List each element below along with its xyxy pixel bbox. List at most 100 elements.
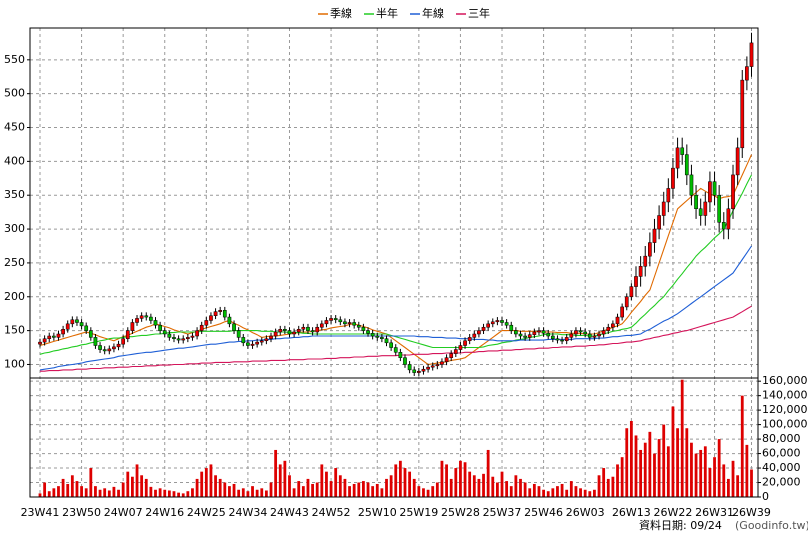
candle-body — [333, 318, 338, 321]
volume-bar — [403, 468, 407, 497]
volume-bar — [84, 488, 88, 497]
candle-body — [38, 341, 42, 345]
volume-bar — [717, 439, 721, 497]
candle-body — [652, 228, 657, 243]
candle-body — [403, 357, 407, 365]
volume-bar — [625, 428, 629, 497]
volume-bar — [491, 476, 495, 497]
x-tick-label: 26W39 — [732, 506, 771, 519]
x-tick-label: 23W41 — [21, 506, 60, 519]
volume-bar — [52, 488, 56, 497]
candle-body — [384, 338, 389, 344]
candle-body — [125, 330, 130, 339]
candle-body — [250, 343, 255, 346]
y-tick-label: 250 — [4, 256, 25, 269]
candle-body — [601, 330, 606, 335]
volume-bar — [66, 483, 70, 497]
volume-bar — [740, 395, 744, 497]
volume-bar — [449, 478, 453, 497]
x-tick-label: 24W25 — [187, 506, 226, 519]
candle-body — [666, 188, 671, 203]
x-tick-label: 26W31 — [695, 506, 734, 519]
volume-bar — [260, 488, 264, 497]
x-tick-label: 25W37 — [483, 506, 522, 519]
candle-body — [361, 326, 366, 331]
volume-bar — [135, 464, 139, 497]
candle-body — [185, 337, 190, 339]
candle-body — [52, 335, 56, 338]
candle-body — [740, 79, 745, 149]
volume-bar — [408, 471, 412, 497]
candle-body — [222, 310, 227, 318]
volume-bar — [94, 486, 97, 497]
volume-bar — [264, 490, 268, 497]
ma-line — [39, 174, 752, 355]
volume-bar — [195, 478, 199, 497]
candle-body — [481, 326, 486, 331]
candle-body — [583, 331, 588, 335]
candle-body — [735, 147, 740, 176]
candle-body — [671, 167, 675, 189]
volume-bar — [112, 486, 116, 497]
ma-line — [40, 305, 752, 372]
legend-label: 季線 — [330, 6, 352, 20]
candle-body — [301, 326, 306, 330]
y-tick-label: 200 — [4, 290, 25, 303]
candle-body — [587, 333, 592, 338]
candle-body — [158, 324, 162, 331]
volume-bar — [75, 481, 79, 497]
volume-bar — [154, 489, 157, 497]
volume-bar — [560, 483, 564, 497]
candle-body — [458, 345, 463, 350]
candle-body — [731, 174, 735, 210]
candle-body — [564, 337, 569, 342]
candle-body — [555, 338, 560, 341]
candle-body — [421, 368, 426, 372]
candle-body — [347, 322, 352, 325]
volume-bar — [70, 475, 74, 497]
candle-body — [712, 181, 717, 196]
x-tick-label: 26W13 — [612, 506, 651, 519]
volume-bar — [463, 462, 467, 497]
candle-body — [283, 329, 287, 331]
volume-bar — [588, 491, 592, 497]
volume-bar — [251, 486, 254, 497]
candle-body — [130, 322, 135, 331]
candle-body — [472, 333, 477, 338]
y2-tick-label: 160,000 — [762, 374, 808, 387]
volume-bar — [223, 482, 227, 497]
volume-bar — [569, 481, 573, 497]
volume-bar — [269, 482, 273, 497]
candle-body — [546, 333, 551, 337]
volume-bar — [495, 482, 499, 497]
y2-tick-label: 0 — [762, 490, 769, 503]
candle-body — [213, 311, 218, 316]
volume-bar — [482, 473, 485, 497]
legend-label: 三年 — [468, 6, 490, 20]
y-tick-label: 550 — [4, 53, 25, 66]
candle-body — [532, 331, 537, 335]
x-tick-label: 25W28 — [441, 506, 480, 519]
volume-bar — [611, 476, 615, 497]
volume-bar — [472, 475, 476, 497]
volume-bar — [514, 475, 518, 497]
volume-bar — [278, 464, 282, 497]
volume-bar — [131, 476, 134, 497]
volume-bar — [509, 486, 513, 497]
candle-body — [84, 325, 89, 331]
candle-body — [638, 266, 643, 277]
plot-border — [29, 27, 759, 498]
candle-body — [435, 364, 440, 367]
volume-bar — [703, 446, 707, 497]
candle-body — [204, 320, 209, 326]
y-tick-label: 300 — [4, 222, 25, 235]
volume-bar — [602, 468, 606, 497]
volume-bar — [255, 489, 259, 497]
candle-body — [172, 337, 176, 339]
volume-bar — [362, 481, 365, 497]
candle-body — [310, 330, 315, 333]
y2-tick-label: 120,000 — [762, 403, 808, 416]
candle-body — [181, 338, 186, 341]
volume-bar — [620, 457, 624, 497]
volume-bar — [177, 492, 181, 497]
